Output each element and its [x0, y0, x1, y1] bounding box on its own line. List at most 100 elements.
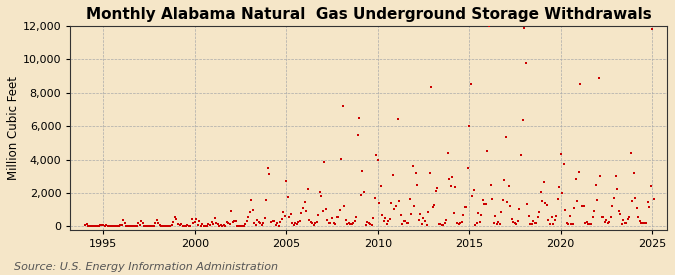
Point [215, 223, 226, 227]
Point [237, 224, 248, 229]
Point [179, 224, 190, 229]
Point [452, 221, 462, 225]
Point [476, 213, 487, 217]
Point [636, 221, 647, 226]
Point [648, 197, 659, 202]
Point [436, 223, 447, 227]
Point [82, 224, 93, 228]
Point [369, 196, 380, 200]
Point [540, 201, 551, 205]
Point [294, 219, 305, 223]
Point [174, 223, 185, 227]
Point [132, 224, 142, 228]
Point [412, 183, 423, 187]
Point [576, 204, 587, 208]
Point [304, 218, 315, 222]
Point [587, 214, 598, 219]
Point [109, 224, 119, 229]
Point [206, 220, 217, 224]
Point [400, 219, 410, 223]
Point [103, 224, 113, 228]
Point [367, 223, 377, 227]
Point [586, 222, 597, 226]
Point [528, 219, 539, 224]
Point [263, 166, 273, 170]
Point [267, 218, 278, 223]
Point [494, 222, 505, 227]
Point [442, 151, 453, 155]
Point [329, 222, 340, 226]
Point [591, 183, 601, 187]
Point [184, 224, 194, 228]
Point [500, 135, 511, 139]
Point [394, 198, 404, 203]
Point [467, 193, 478, 198]
Point [556, 152, 566, 156]
Point [551, 214, 562, 218]
Point [208, 222, 219, 226]
Point [632, 206, 643, 210]
Point [173, 222, 184, 226]
Point [441, 218, 452, 222]
Point [351, 215, 362, 219]
Point [168, 220, 179, 224]
Point [489, 214, 500, 218]
Point [140, 224, 151, 228]
Point [435, 222, 446, 227]
Point [319, 160, 330, 165]
Point [226, 208, 237, 213]
Point [645, 184, 656, 189]
Point [444, 177, 455, 181]
Point [630, 196, 641, 201]
Point [350, 219, 360, 223]
Point [133, 221, 144, 226]
Point [533, 214, 543, 219]
Point [200, 224, 211, 228]
Point [279, 214, 290, 218]
Point [514, 207, 525, 211]
Point [306, 221, 317, 225]
Point [276, 217, 287, 221]
Point [468, 188, 479, 192]
Point [87, 224, 98, 229]
Point [481, 202, 491, 207]
Point [352, 133, 363, 137]
Point [202, 224, 213, 228]
Point [598, 214, 609, 219]
Point [288, 222, 299, 227]
Point [258, 221, 269, 225]
Point [223, 220, 234, 225]
Point [589, 209, 599, 213]
Title: Monthly Alabama Natural  Gas Underground Storage Withdrawals: Monthly Alabama Natural Gas Underground … [86, 7, 651, 22]
Point [401, 221, 412, 226]
Point [504, 184, 514, 189]
Point [638, 221, 649, 225]
Point [404, 196, 415, 201]
Point [238, 224, 249, 229]
Point [344, 221, 354, 225]
Point [139, 223, 150, 228]
Point [322, 218, 333, 222]
Point [545, 222, 556, 227]
Point [408, 164, 418, 168]
Point [333, 215, 344, 219]
Point [281, 179, 292, 183]
Y-axis label: Million Cubic Feet: Million Cubic Feet [7, 76, 20, 180]
Point [508, 220, 519, 224]
Point [566, 222, 576, 226]
Point [506, 217, 517, 222]
Point [217, 224, 227, 228]
Point [157, 224, 168, 228]
Point [92, 224, 103, 229]
Point [342, 222, 352, 226]
Point [386, 201, 397, 205]
Point [98, 223, 109, 227]
Point [246, 198, 256, 202]
Point [626, 150, 637, 155]
Point [313, 213, 323, 217]
Point [182, 223, 192, 228]
Point [163, 224, 174, 229]
Point [162, 224, 173, 229]
Point [115, 223, 126, 227]
Point [105, 224, 116, 228]
